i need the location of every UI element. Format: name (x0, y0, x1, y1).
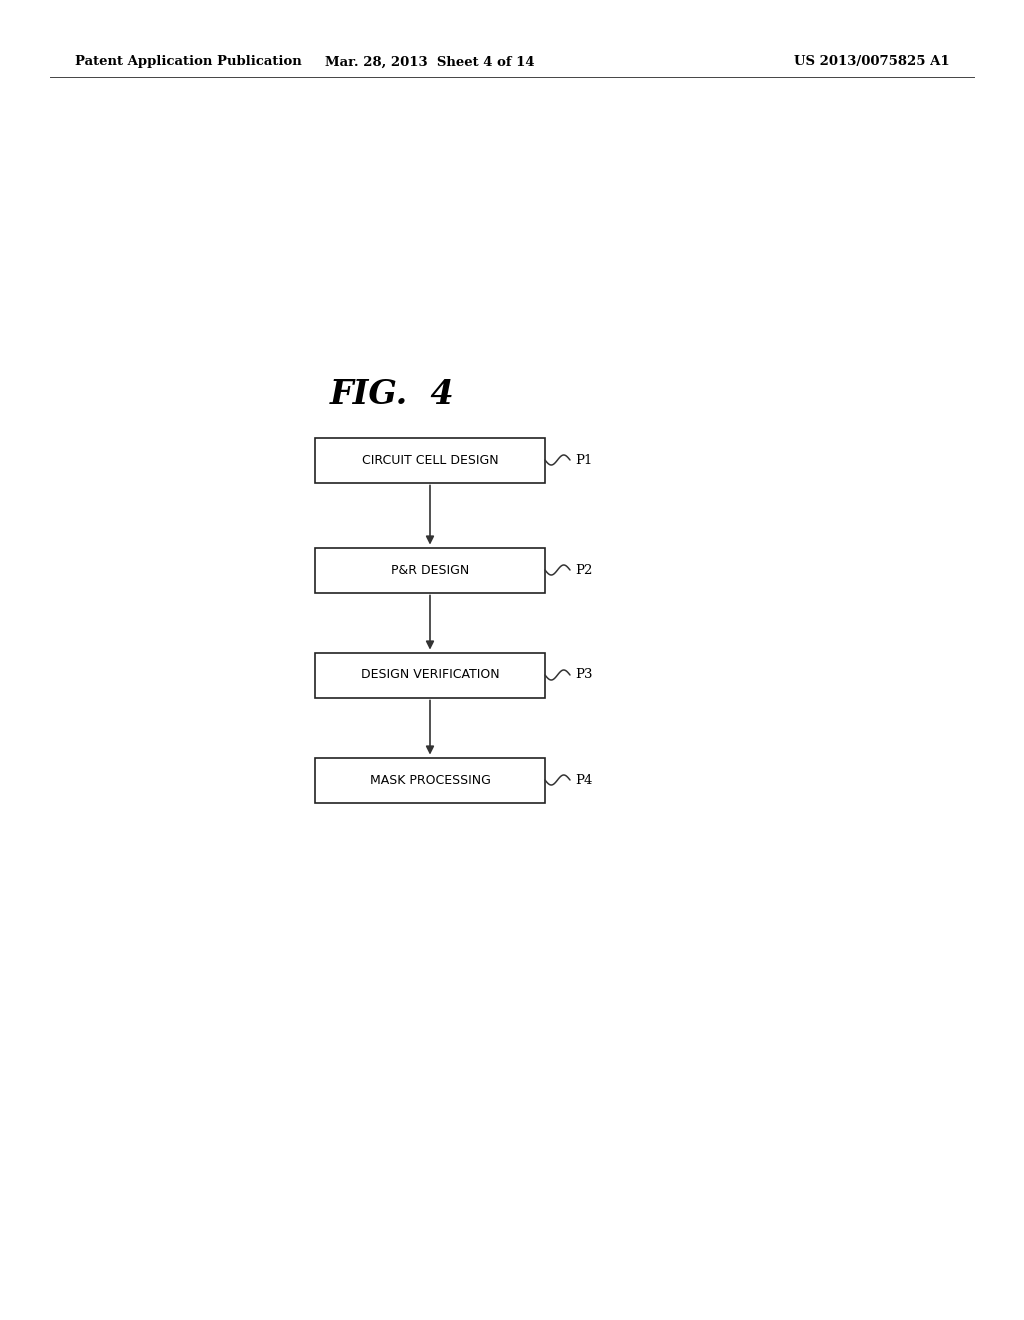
Text: P4: P4 (575, 774, 592, 787)
Text: P3: P3 (575, 668, 593, 681)
Text: P2: P2 (575, 564, 592, 577)
Text: DESIGN VERIFICATION: DESIGN VERIFICATION (360, 668, 500, 681)
Text: MASK PROCESSING: MASK PROCESSING (370, 774, 490, 787)
Text: US 2013/0075825 A1: US 2013/0075825 A1 (795, 55, 950, 69)
Text: FIG.  4: FIG. 4 (330, 379, 455, 412)
FancyBboxPatch shape (315, 437, 545, 483)
Text: Mar. 28, 2013  Sheet 4 of 14: Mar. 28, 2013 Sheet 4 of 14 (326, 55, 535, 69)
Text: Patent Application Publication: Patent Application Publication (75, 55, 302, 69)
Text: CIRCUIT CELL DESIGN: CIRCUIT CELL DESIGN (361, 454, 499, 466)
FancyBboxPatch shape (315, 548, 545, 593)
FancyBboxPatch shape (315, 758, 545, 803)
FancyBboxPatch shape (315, 652, 545, 697)
Text: P1: P1 (575, 454, 592, 466)
Text: P&R DESIGN: P&R DESIGN (391, 564, 469, 577)
